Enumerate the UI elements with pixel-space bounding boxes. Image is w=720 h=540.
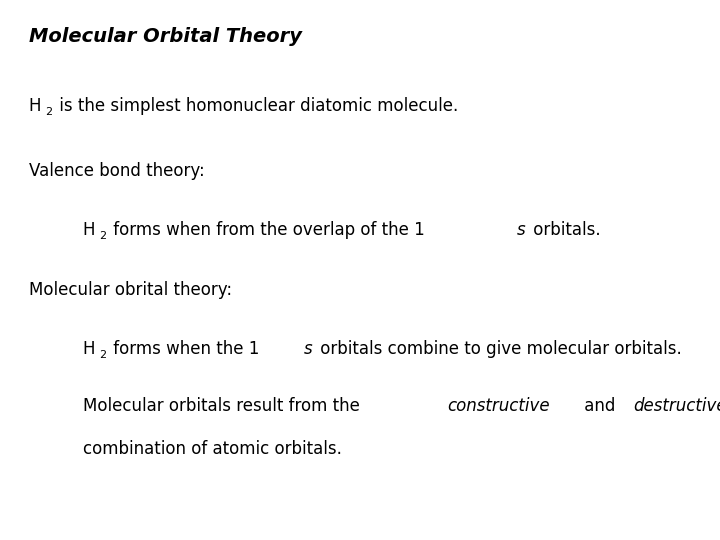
Text: Valence bond theory:: Valence bond theory: (29, 162, 204, 180)
Text: s: s (303, 340, 312, 358)
Text: Molecular obrital theory:: Molecular obrital theory: (29, 281, 232, 299)
Text: 2: 2 (45, 107, 52, 117)
Text: orbitals.: orbitals. (528, 221, 600, 239)
Text: H: H (83, 221, 95, 239)
Text: 2: 2 (99, 350, 106, 360)
Text: s: s (517, 221, 526, 239)
Text: combination of atomic orbitals.: combination of atomic orbitals. (83, 440, 342, 458)
Text: forms when from the overlap of the 1: forms when from the overlap of the 1 (108, 221, 425, 239)
Text: forms when the 1: forms when the 1 (108, 340, 259, 358)
Text: 2: 2 (99, 231, 106, 241)
Text: constructive: constructive (447, 397, 549, 415)
Text: H: H (29, 97, 41, 115)
Text: Molecular orbitals result from the: Molecular orbitals result from the (83, 397, 365, 415)
Text: H: H (83, 340, 95, 358)
Text: orbitals combine to give molecular orbitals.: orbitals combine to give molecular orbit… (315, 340, 681, 358)
Text: is the simplest homonuclear diatomic molecule.: is the simplest homonuclear diatomic mol… (54, 97, 459, 115)
Text: destructive: destructive (633, 397, 720, 415)
Text: and: and (580, 397, 621, 415)
Text: Molecular Orbital Theory: Molecular Orbital Theory (29, 27, 302, 46)
